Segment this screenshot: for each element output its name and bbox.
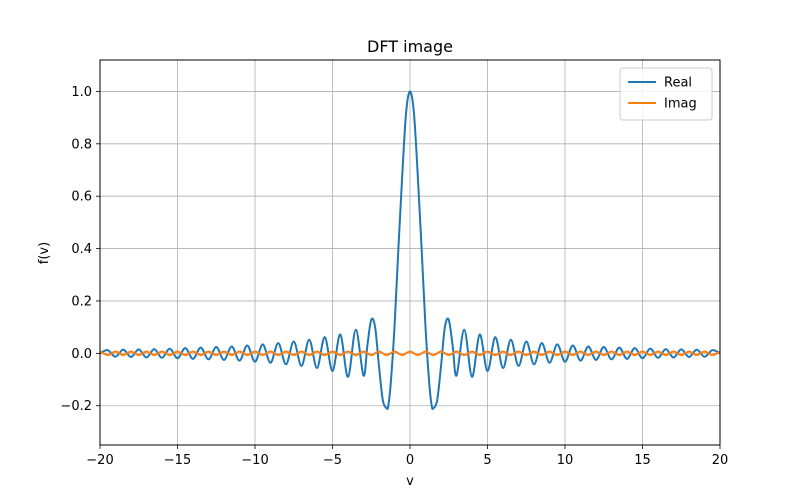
x-axis-label: v bbox=[406, 474, 414, 489]
x-tick-label: −15 bbox=[164, 453, 191, 468]
y-tick-label: 0.6 bbox=[71, 190, 92, 205]
x-tick-label: 10 bbox=[557, 453, 574, 468]
x-tick-label: 15 bbox=[634, 453, 651, 468]
series-line-real bbox=[100, 90, 720, 410]
y-tick-label: 0.4 bbox=[71, 242, 92, 257]
axis-ticks: −20 −15 −10 −5 0 5 10 15 20 −0.2 0.0 0.2 0.4 0.6 0.8 1.… bbox=[60, 85, 728, 468]
y-tick-label: −0.2 bbox=[60, 399, 92, 414]
legend-label-imag: Imag bbox=[664, 97, 697, 112]
x-tick-label: −10 bbox=[241, 453, 268, 468]
x-tick-label: 0 bbox=[406, 453, 414, 468]
x-tick-label: 5 bbox=[483, 453, 491, 468]
legend-label-real: Real bbox=[664, 76, 692, 91]
x-tick-label: −20 bbox=[86, 453, 113, 468]
y-tick-label: 0.2 bbox=[71, 294, 92, 309]
legend: Real Imag bbox=[619, 67, 713, 121]
plot-area bbox=[100, 90, 720, 410]
chart-title: DFT image bbox=[367, 37, 453, 56]
y-axis-label: f(v) bbox=[37, 242, 52, 264]
y-tick-label: 1.0 bbox=[71, 85, 92, 100]
x-tick-label: 20 bbox=[712, 453, 729, 468]
series-line-imag bbox=[100, 350, 720, 357]
y-tick-label: 0.0 bbox=[71, 347, 92, 362]
x-tick-label: −5 bbox=[323, 453, 342, 468]
y-tick-label: 0.8 bbox=[71, 137, 92, 152]
